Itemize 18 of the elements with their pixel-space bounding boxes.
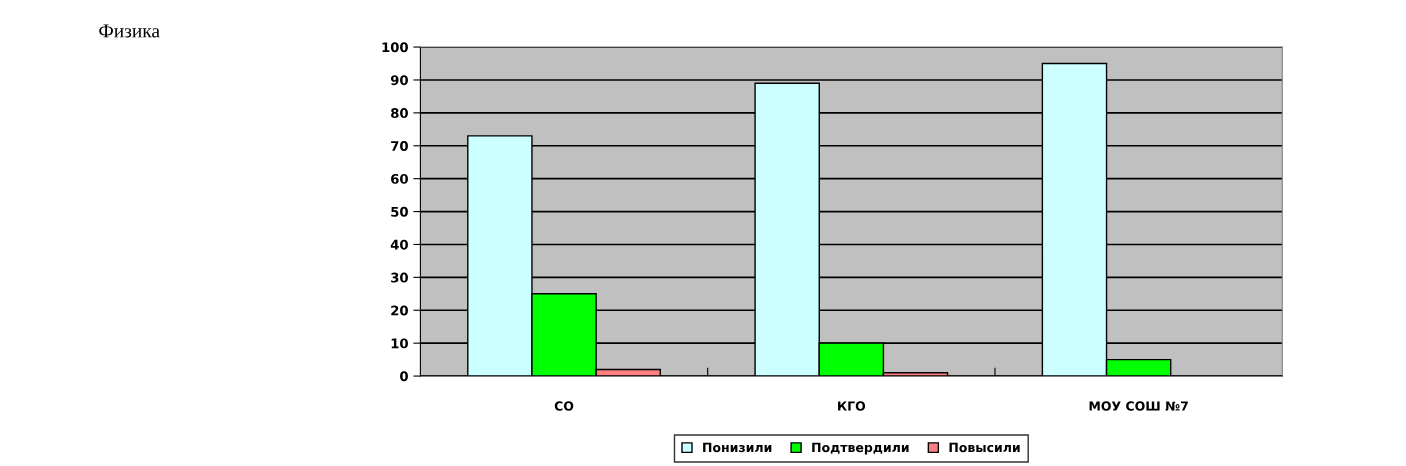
y-tick-label: 30 (391, 272, 408, 283)
y-tick-label: 100 (382, 42, 408, 53)
text: Физика (99, 24, 160, 38)
x-tick-label: КГО (838, 401, 866, 411)
x-tick-label: СО (554, 401, 574, 411)
y-tick-label: 40 (390, 239, 408, 250)
legend-label: Повысили (949, 442, 1020, 453)
legend-label: Понизили (703, 442, 772, 453)
y-tick-label: 10 (391, 338, 408, 349)
legend-label: Подтвердили (812, 442, 909, 455)
y-tick-label: 60 (391, 173, 408, 184)
y-tick-label: 90 (390, 75, 408, 86)
x-tick-label: МОУ СОШ №7 (1089, 401, 1188, 411)
y-tick-label: 50 (391, 206, 408, 217)
y-tick-label: 0 (400, 371, 408, 382)
y-tick-label: 70 (391, 140, 408, 151)
y-tick-label: 80 (391, 108, 408, 119)
y-tick-label: 20 (391, 305, 408, 316)
